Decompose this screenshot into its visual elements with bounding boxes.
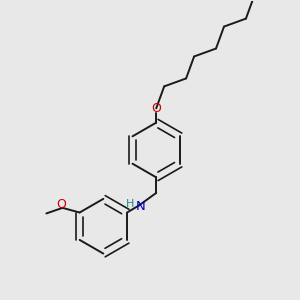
Text: O: O bbox=[56, 198, 66, 211]
Text: O: O bbox=[151, 102, 161, 116]
Text: N: N bbox=[136, 200, 146, 213]
Text: H: H bbox=[126, 199, 135, 209]
